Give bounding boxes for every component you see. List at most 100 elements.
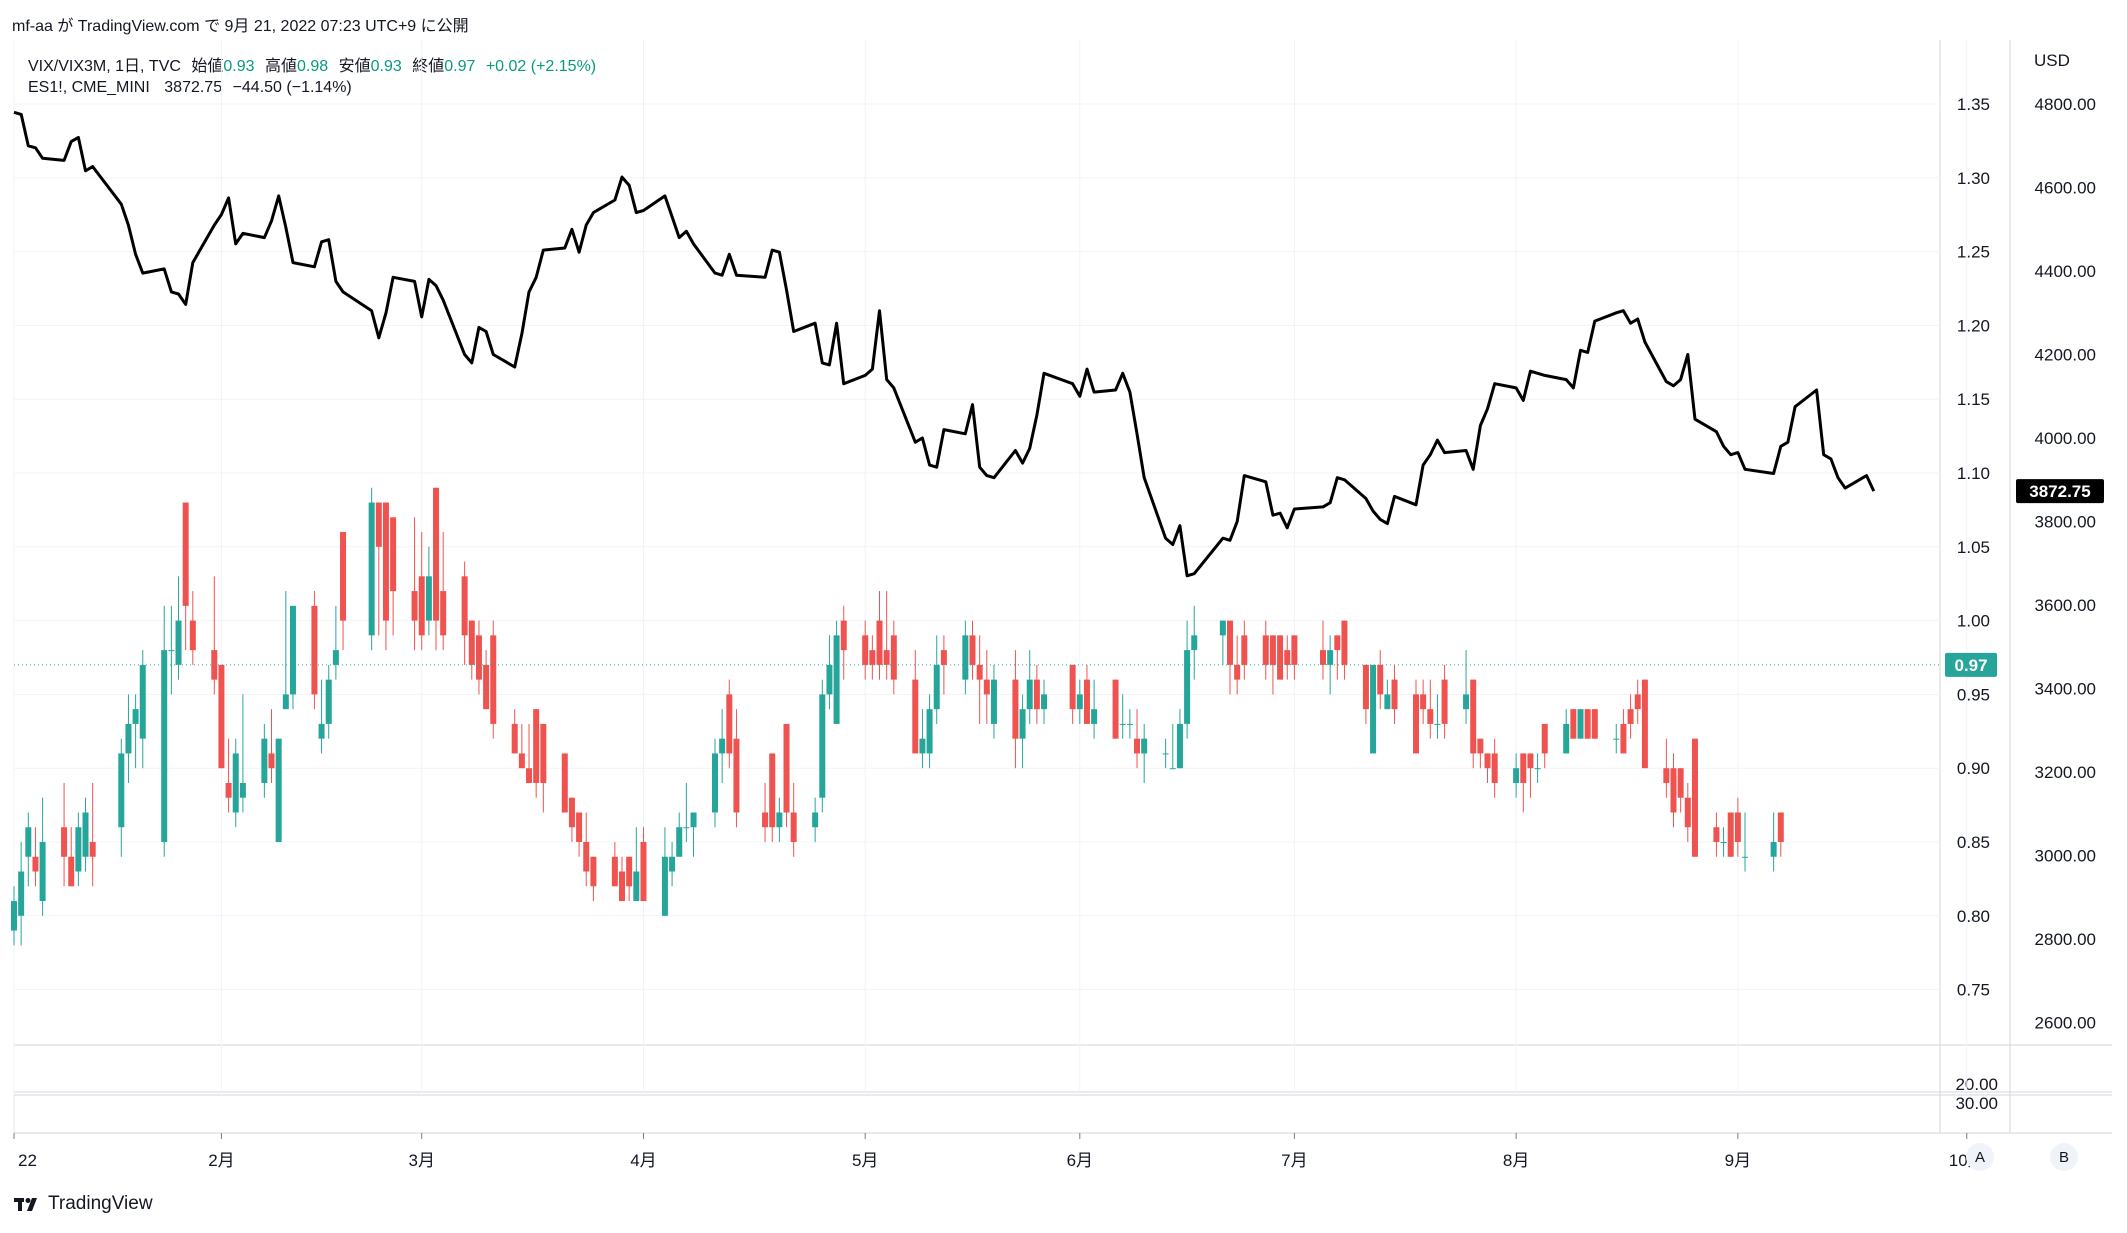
- candle-body: [1670, 768, 1677, 813]
- candle-body: [189, 620, 196, 651]
- candle-body: [1434, 723, 1441, 725]
- candle-body: [1527, 753, 1534, 769]
- candle-body: [1770, 842, 1777, 857]
- right-scale-tick-label: 2600.00: [2035, 1014, 2096, 1033]
- candle-body: [661, 856, 668, 916]
- candle-body: [282, 694, 289, 710]
- candle-body: [61, 827, 68, 857]
- candle-body: [883, 650, 890, 665]
- candle-body: [1520, 753, 1527, 783]
- candle-body: [418, 576, 425, 636]
- candle-body: [1091, 709, 1098, 724]
- time-axis-label: 5月: [852, 1151, 878, 1170]
- legend-symbol[interactable]: VIX/VIX3M, 1日, TVC: [28, 58, 181, 75]
- candle-body: [1334, 635, 1341, 651]
- candle-body: [568, 797, 575, 828]
- legend-overlay: ES1!, CME_MINI 3872.75 −44.50 (−1.14%): [28, 79, 352, 97]
- candle-body: [1012, 679, 1019, 739]
- legend-overlay-symbol[interactable]: ES1!, CME_MINI: [28, 79, 150, 96]
- candle-body: [239, 782, 246, 798]
- right-scale-title: USD: [2034, 51, 2070, 70]
- candle-body: [633, 871, 640, 902]
- scale-b-button[interactable]: B: [2050, 1143, 2078, 1171]
- candle-body: [175, 620, 182, 665]
- candle-body: [132, 709, 139, 724]
- candle-body: [1219, 620, 1226, 636]
- left-scale-tick-label: 1.05: [1957, 538, 1990, 557]
- tradingview-logo[interactable]: TradingView: [14, 1193, 153, 1215]
- candle-body: [1277, 635, 1284, 680]
- candle-body: [1534, 768, 1541, 770]
- candle-body: [1677, 768, 1684, 798]
- candle-body: [919, 738, 926, 754]
- right-scale-tick-label: 3600.00: [2035, 596, 2096, 615]
- candle-body: [783, 723, 790, 813]
- candle-body: [1341, 620, 1348, 665]
- candle-body: [289, 605, 296, 695]
- candle-body: [976, 664, 983, 680]
- candle-body: [719, 738, 726, 754]
- candle-body: [1777, 812, 1784, 842]
- candle-body: [1141, 738, 1148, 754]
- legend-main: VIX/VIX3M, 1日, TVC 始値0.93 高値0.98 安値0.93 …: [28, 52, 596, 76]
- candle-body: [669, 856, 676, 872]
- candle-body: [626, 856, 633, 887]
- sub-pane-label: 20.00: [1955, 1075, 1998, 1094]
- candle-body: [1234, 664, 1241, 680]
- time-axis-label: 6月: [1067, 1151, 1093, 1170]
- candle-body: [340, 532, 347, 621]
- legend-high-label: 高値: [265, 58, 298, 75]
- candle-body: [1076, 694, 1083, 710]
- candle-body: [862, 635, 869, 665]
- candle-body: [1026, 679, 1033, 710]
- candle-body: [869, 650, 876, 665]
- candle-body: [1126, 723, 1133, 725]
- legend-low-label: 安値: [338, 58, 371, 75]
- candle-body: [490, 635, 497, 724]
- right-scale-tick-label: 4200.00: [2035, 346, 2096, 365]
- time-axis-label: 22: [18, 1151, 37, 1170]
- candle-body: [325, 679, 332, 724]
- time-axis-label: 9月: [1725, 1151, 1751, 1170]
- candle-body: [1134, 738, 1141, 754]
- candle-body: [1019, 709, 1026, 739]
- candle-body: [1470, 679, 1477, 754]
- time-axis-label: 3月: [408, 1151, 434, 1170]
- candle-body: [1377, 664, 1384, 695]
- candle-body: [969, 635, 976, 665]
- candle-body: [561, 753, 568, 813]
- candle-body: [232, 753, 239, 813]
- candle-body: [1584, 709, 1591, 739]
- candle-body: [1491, 753, 1498, 783]
- legend-overlay-change: −44.50 (−1.14%): [232, 79, 352, 96]
- candle-body: [1620, 723, 1627, 754]
- candle-body: [25, 827, 32, 857]
- left-scale-tick-label: 1.25: [1957, 243, 1990, 262]
- sub-pane-label: 30.00: [1955, 1094, 1998, 1113]
- candle-body: [640, 842, 647, 902]
- candle-body: [139, 664, 146, 739]
- candle-body: [1734, 812, 1741, 842]
- candle-body: [711, 753, 718, 813]
- candle-body: [1284, 650, 1291, 665]
- candle-body: [962, 635, 969, 680]
- candle-body: [425, 576, 432, 621]
- candle-body: [876, 620, 883, 665]
- legend-change: +0.02 (+2.15%): [485, 58, 597, 75]
- candle-body: [375, 502, 382, 547]
- last-value-badge-right: [2016, 479, 2104, 504]
- right-scale-tick-label: 4000.00: [2035, 429, 2096, 448]
- candle-body: [268, 753, 275, 769]
- candle-body: [726, 694, 733, 754]
- candle-body: [1327, 650, 1334, 665]
- candle-body: [1191, 635, 1198, 651]
- candle-body: [1162, 753, 1169, 755]
- candle-body: [475, 635, 482, 680]
- auto-scale-button[interactable]: A: [1966, 1143, 1994, 1171]
- tradingview-brand: TradingView: [48, 1193, 153, 1214]
- legend-close-label: 終値: [412, 58, 445, 75]
- candle-body: [1463, 694, 1470, 710]
- candle-body: [833, 635, 840, 724]
- candle-body: [1727, 812, 1734, 857]
